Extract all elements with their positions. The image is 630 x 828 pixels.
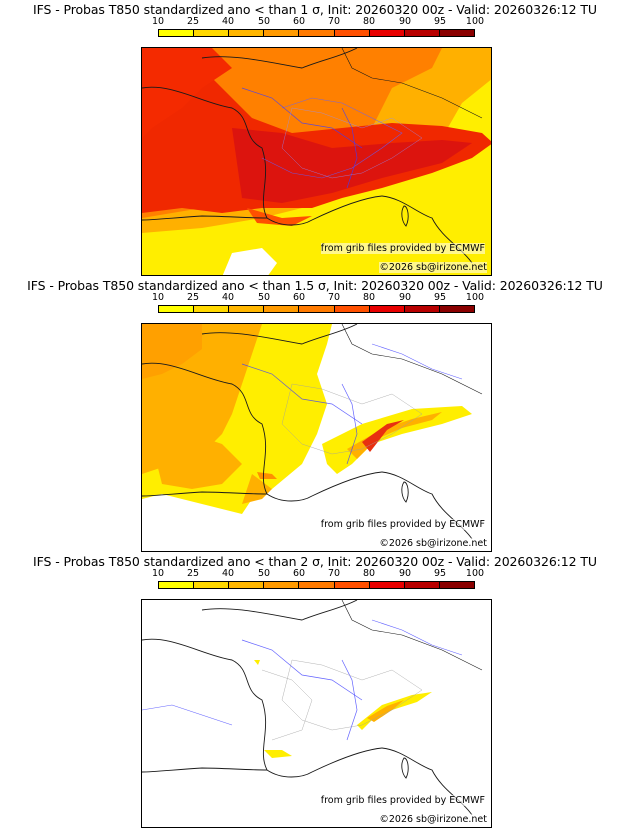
legend-swatch: [264, 306, 300, 312]
legend-swatch: [194, 30, 230, 36]
probability-map: from grib files provided by ECMWF ©2026 …: [141, 47, 492, 276]
legend-tick: 60: [292, 16, 306, 27]
legend-swatch: [439, 30, 474, 36]
legend-tick: 70: [327, 16, 341, 27]
legend-swatch: [439, 306, 474, 312]
legend-tick: 70: [327, 292, 341, 303]
legend-tick: 40: [221, 16, 235, 27]
panel-title: IFS - Probas T850 standardized ano < tha…: [33, 554, 597, 569]
color-legend: 10 25 40 50 60 70 80 90 95 100: [152, 292, 484, 318]
map-graphic: [142, 324, 491, 551]
legend-swatch: [229, 306, 265, 312]
source-credit: from grib files provided by ECMWF: [320, 243, 485, 254]
legend-tick: 100: [465, 16, 485, 27]
legend-tick: 80: [362, 292, 376, 303]
legend-swatch: [404, 30, 440, 36]
legend-swatch: [194, 306, 230, 312]
legend-tick: 50: [257, 16, 271, 27]
legend-tick: 95: [433, 292, 447, 303]
legend-tick: 60: [292, 568, 306, 579]
panel-title: IFS - Probas T850 standardized ano < tha…: [33, 2, 597, 17]
map-graphic: [142, 600, 491, 827]
legend-swatch: [404, 306, 440, 312]
probability-map: from grib files provided by ECMWF ©2026 …: [141, 323, 492, 552]
color-legend: 10 25 40 50 60 70 80 90 95 100: [152, 568, 484, 594]
legend-swatch: [299, 306, 335, 312]
legend-tick: 70: [327, 568, 341, 579]
copyright-credit: ©2026 sb@irizone.net: [379, 538, 487, 549]
legend-swatch: [229, 30, 265, 36]
legend-tick: 40: [221, 292, 235, 303]
legend-tick: 95: [433, 16, 447, 27]
legend-swatch: [369, 30, 405, 36]
legend-tick: 50: [257, 568, 271, 579]
probability-map: from grib files provided by ECMWF ©2026 …: [141, 599, 492, 828]
legend-swatch: [299, 30, 335, 36]
legend-tick: 95: [433, 568, 447, 579]
color-legend: 10 25 40 50 60 70 80 90 95 100: [152, 16, 484, 42]
legend-tick: 10: [151, 568, 165, 579]
legend-swatch: [159, 582, 195, 588]
legend-tick: 50: [257, 292, 271, 303]
legend-tick: 10: [151, 16, 165, 27]
legend-tick: 40: [221, 568, 235, 579]
legend-swatch: [159, 306, 195, 312]
legend-swatch: [334, 306, 370, 312]
legend-tick: 90: [398, 292, 412, 303]
legend-swatch: [404, 582, 440, 588]
legend-tick: 10: [151, 292, 165, 303]
legend-tick: 25: [186, 292, 200, 303]
legend-tick: 90: [398, 16, 412, 27]
legend-color-bar: [158, 305, 475, 313]
panel-title: IFS - Probas T850 standardized ano < tha…: [27, 278, 603, 293]
legend-swatch: [439, 582, 474, 588]
panel-1-5-sigma: IFS - Probas T850 standardized ano < tha…: [0, 276, 630, 552]
panel-1-sigma: IFS - Probas T850 standardized ano < tha…: [0, 0, 630, 276]
legend-tick: 80: [362, 16, 376, 27]
legend-tick: 25: [186, 16, 200, 27]
legend-color-bar: [158, 581, 475, 589]
copyright-credit: ©2026 sb@irizone.net: [379, 814, 487, 825]
legend-tick: 60: [292, 292, 306, 303]
legend-swatch: [194, 582, 230, 588]
legend-tick: 25: [186, 568, 200, 579]
legend-swatch: [299, 582, 335, 588]
source-credit: from grib files provided by ECMWF: [320, 795, 485, 806]
legend-tick: 100: [465, 292, 485, 303]
legend-tick: 100: [465, 568, 485, 579]
copyright-credit: ©2026 sb@irizone.net: [379, 262, 487, 273]
legend-color-bar: [158, 29, 475, 37]
legend-swatch: [369, 582, 405, 588]
source-credit: from grib files provided by ECMWF: [320, 519, 485, 530]
legend-swatch: [159, 30, 195, 36]
legend-swatch: [334, 30, 370, 36]
panel-2-sigma: IFS - Probas T850 standardized ano < tha…: [0, 552, 630, 828]
legend-swatch: [334, 582, 370, 588]
legend-tick: 90: [398, 568, 412, 579]
legend-swatch: [264, 30, 300, 36]
legend-swatch: [264, 582, 300, 588]
legend-swatch: [229, 582, 265, 588]
legend-swatch: [369, 306, 405, 312]
map-graphic: [142, 48, 491, 275]
legend-tick: 80: [362, 568, 376, 579]
